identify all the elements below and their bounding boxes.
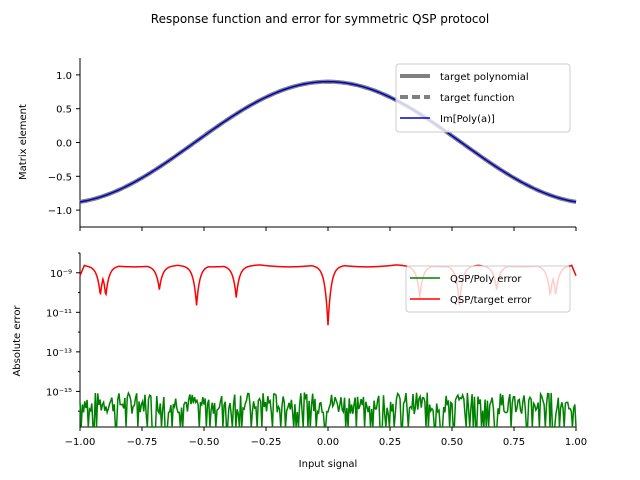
- bottom-x-ticks: −1.00 −0.75 −0.50 −0.25 0.00 0.25 0.50 0.75 1.00: [65, 427, 587, 448]
- x-tick-label: 0.25: [379, 437, 401, 448]
- top-y-ticks: −1.0 −0.5 0.0 0.5 1.0: [48, 71, 80, 217]
- chart-title: Response function and error for symmetri…: [151, 12, 489, 26]
- top-y-tick-label: 0.5: [56, 105, 72, 116]
- bottom-legend: QSP/Poly error QSP/target error: [405, 265, 571, 313]
- x-tick-label: 1.00: [565, 437, 587, 448]
- x-tick-label: 0.00: [317, 437, 339, 448]
- legend-label-qsp-target-error: QSP/target error: [450, 295, 532, 306]
- series-line-qsp-poly-error: [79, 391, 577, 428]
- bottom-y-tick-label: 10⁻¹¹: [46, 308, 72, 319]
- x-tick-label: −1.00: [65, 437, 96, 448]
- x-axis-label: Input signal: [299, 459, 358, 470]
- bottom-panel: 10⁻¹⁵ 10⁻¹³ 10⁻¹¹ 10⁻⁹ −1.00 −0.75 −0.50 −0.25…: [12, 252, 587, 470]
- legend-label-target-polynomial: target polynomial: [440, 72, 529, 83]
- x-tick-label: −0.25: [251, 437, 282, 448]
- bottom-legend-box: [405, 265, 571, 313]
- top-series: [79, 79, 577, 204]
- top-y-label: Matrix element: [18, 104, 29, 180]
- legend-label-target-function: target function: [440, 93, 514, 104]
- bottom-y-tick-label: 10⁻⁹: [50, 269, 72, 280]
- top-legend-box: [395, 63, 571, 133]
- top-y-tick-label: 1.0: [56, 71, 72, 82]
- x-tick-label: 0.75: [503, 437, 525, 448]
- bottom-y-label: Absolute error: [12, 305, 23, 377]
- top-y-tick-label: −0.5: [48, 172, 72, 183]
- legend-label-im-poly: Im[Poly(a)]: [440, 114, 495, 125]
- top-panel: −1.0 −0.5 0.0 0.5 1.0 Matrix element target …: [18, 58, 577, 231]
- top-y-tick-label: −1.0: [48, 206, 72, 217]
- top-legend: target polynomial target function Im[Pol…: [395, 63, 571, 133]
- top-y-tick-label: 0.0: [56, 139, 72, 150]
- bottom-y-ticks: 10⁻¹⁵ 10⁻¹³ 10⁻¹¹ 10⁻⁹: [46, 252, 80, 412]
- bottom-y-tick-label: 10⁻¹⁵: [46, 387, 72, 398]
- series-line-im-poly-a: [79, 80, 577, 203]
- x-tick-label: −0.75: [127, 437, 158, 448]
- bottom-y-tick-label: 10⁻¹³: [46, 348, 72, 359]
- top-x-ticks: [79, 227, 577, 231]
- legend-label-qsp-poly-error: QSP/Poly error: [450, 274, 522, 285]
- x-tick-label: −0.50: [189, 437, 220, 448]
- x-tick-label: 0.50: [441, 437, 463, 448]
